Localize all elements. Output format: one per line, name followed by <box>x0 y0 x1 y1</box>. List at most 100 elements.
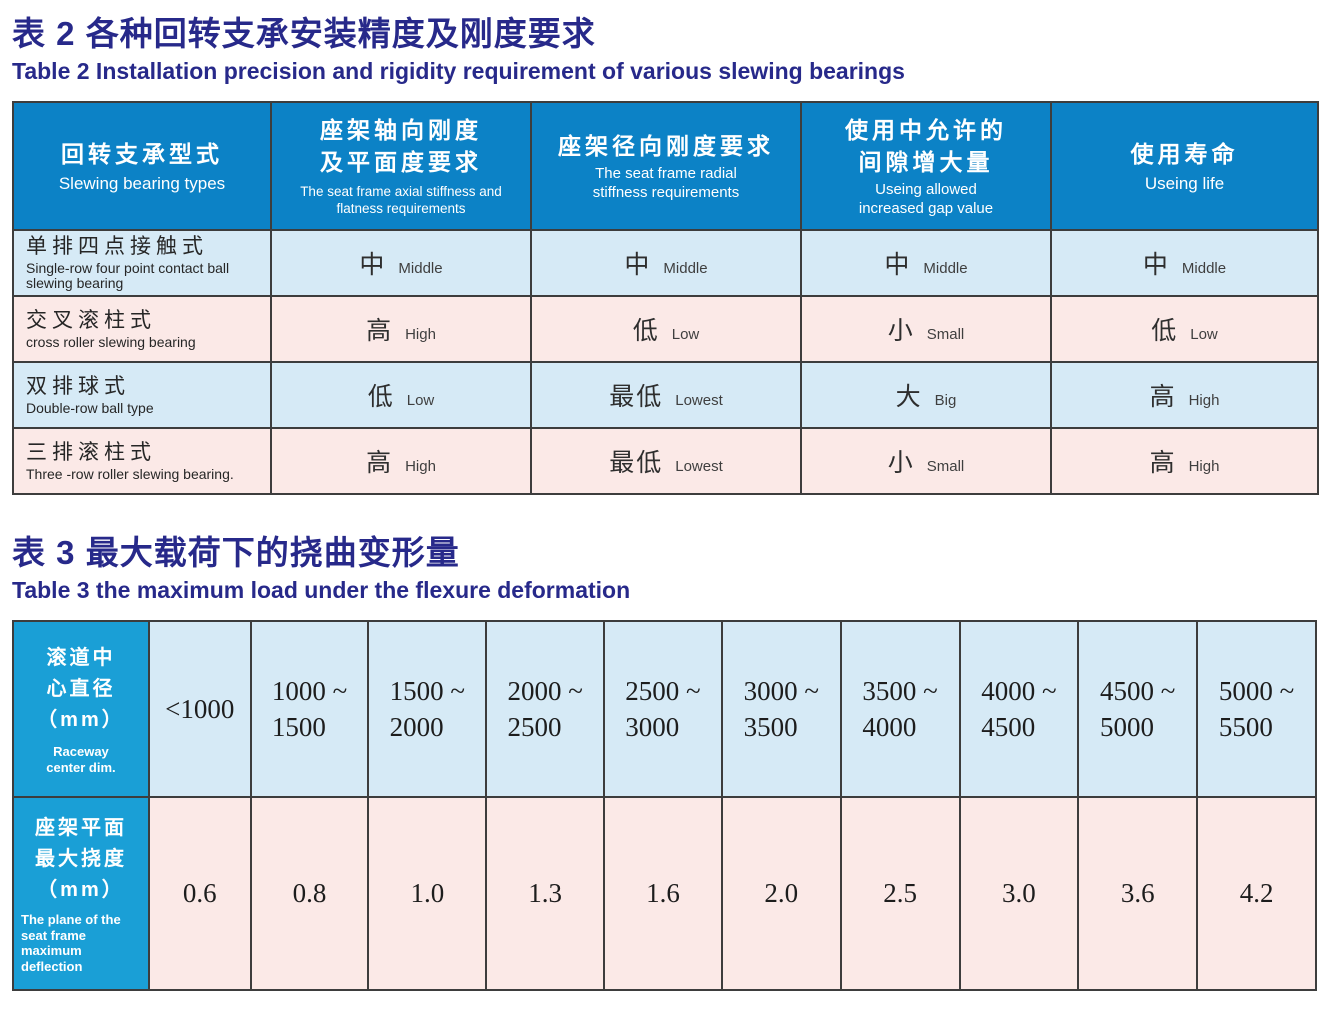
bearing-type-zh: 交叉滚柱式 <box>26 308 156 332</box>
table3-diameter-row: 滚道中 心直径 （mm） Raceway center dim. <1000 1… <box>12 620 1317 799</box>
allowed-gap-value: 小 Small <box>800 295 1052 364</box>
value-en: High <box>405 326 436 344</box>
diameter-range: 1500 ~ 2000 <box>389 675 466 743</box>
useing-life-value: 中 Middle <box>1050 229 1319 298</box>
value-en: Lowest <box>675 392 723 410</box>
diameter-range-cell: <1000 <box>147 620 252 799</box>
table3-title-en: Table 3 the maximum load under the flexu… <box>12 576 631 603</box>
value-zh: 最低 <box>609 383 664 412</box>
value-zh: 高 <box>1149 449 1177 478</box>
header-en: Useing allowed increased gap value <box>858 180 994 217</box>
deflection-value-cell: 1.0 <box>367 796 488 992</box>
diameter-range-cell: 3000 ~ 3500 <box>720 620 842 799</box>
table2-slewing-bearing-requirements: 回转支承型式 Slewing bearing types 座架轴向刚度 及平面度… <box>12 101 1319 496</box>
value-en: Low <box>1190 326 1218 344</box>
table2-header-row: 回转支承型式 Slewing bearing types 座架轴向刚度 及平面度… <box>12 101 1319 232</box>
value-en: Big <box>934 392 957 410</box>
axial-stiffness-value: 中 Middle <box>270 229 532 298</box>
radial-stiffness-value: 最低 Lowest <box>530 427 802 496</box>
value-zh: 小 <box>887 317 915 346</box>
value-zh: 小 <box>887 449 915 478</box>
bearing-type-en: Double-row ball type <box>26 399 154 416</box>
diameter-range: 4500 ~ 5000 <box>1100 675 1176 743</box>
value-zh: 高 <box>366 449 394 478</box>
header-en: Useing life <box>1144 174 1225 193</box>
bearing-type-zh: 三排滚柱式 <box>26 440 156 464</box>
diameter-range: 1000 ~ 1500 <box>271 675 348 743</box>
value-en: Middle <box>663 260 708 278</box>
axial-stiffness-value: 高 High <box>270 427 532 496</box>
diameter-range: 2000 ~ 2500 <box>507 675 583 743</box>
header-zh: 滚道中 心直径 （mm） <box>37 647 125 732</box>
value-zh: 高 <box>1149 383 1177 412</box>
value-zh: 中 <box>1142 251 1170 280</box>
table2-header-bearing-types: 回转支承型式 Slewing bearing types <box>12 101 272 232</box>
useing-life-value: 高 High <box>1050 427 1319 496</box>
table3-deflection-row: 座架平面 最大挠度 （mm） The plane of the seat fra… <box>12 796 1317 992</box>
diameter-range-cell: 2500 ~ 3000 <box>603 620 723 799</box>
diameter-range: 4000 ~ 4500 <box>981 675 1057 743</box>
diameter-range: 3000 ~ 3500 <box>743 675 819 743</box>
diameter-range: 2500 ~ 3000 <box>625 675 701 743</box>
deflection-value-cell: 1.6 <box>603 796 723 992</box>
value-en: Middle <box>923 260 968 278</box>
value-en: Low <box>406 392 435 410</box>
value-zh: 高 <box>366 317 394 346</box>
axial-stiffness-value: 低 Low <box>270 361 532 430</box>
table2-title-en: Table 2 Installation precision and rigid… <box>12 57 905 84</box>
value-en: High <box>1188 392 1220 410</box>
value-zh: 低 <box>1151 317 1179 346</box>
allowed-gap-value: 小 Small <box>800 427 1052 496</box>
bearing-type-en: Three -row roller slewing bearing. <box>26 465 234 482</box>
header-zh: 回转支承型式 <box>61 140 223 167</box>
diameter-range-cell: 2000 ~ 2500 <box>485 620 606 799</box>
diameter-range-cell: 4000 ~ 4500 <box>958 620 1080 799</box>
deflection-value-cell: 1.3 <box>485 796 606 992</box>
table2-header-allowed-gap: 使用中允许的 间隙增大量 Useing allowed increased ga… <box>800 101 1052 232</box>
radial-stiffness-value: 最低 Lowest <box>530 361 802 430</box>
value-zh: 低 <box>367 383 395 412</box>
value-zh: 中 <box>359 251 387 280</box>
diameter-range-cell: 4500 ~ 5000 <box>1077 620 1199 799</box>
diameter-range: 5000 ~ 5500 <box>1218 675 1295 743</box>
bearing-type-en: Single-row four point contact ball slewi… <box>26 260 230 292</box>
bearing-type-zh: 双排球式 <box>26 374 130 398</box>
deflection-value-cell: 0.8 <box>249 796 370 992</box>
value-en: High <box>1188 458 1220 476</box>
table2-header-axial-stiffness: 座架轴向刚度 及平面度要求 The seat frame axial stiff… <box>270 101 532 232</box>
deflection-value-cell: 3.6 <box>1077 796 1199 992</box>
bearing-type-cell: 交叉滚柱式 cross roller slewing bearing <box>12 295 272 364</box>
value-zh: 中 <box>624 251 652 280</box>
value-en: Small <box>926 458 965 476</box>
radial-stiffness-value: 低 Low <box>530 295 802 364</box>
raceway-center-dim-header: 滚道中 心直径 （mm） Raceway center dim. <box>12 620 150 799</box>
header-en: The seat frame radial stiffness requirem… <box>592 164 740 201</box>
header-en: Slewing bearing types <box>58 174 226 193</box>
allowed-gap-value: 大 Big <box>800 361 1052 430</box>
header-en: The seat frame axial stiffness and flatn… <box>300 184 502 217</box>
table3-title-zh: 表 3 最大载荷下的挠曲变形量 <box>12 534 460 572</box>
diameter-range-cell: 1000 ~ 1500 <box>249 620 370 799</box>
value-en: Lowest <box>675 458 723 476</box>
deflection-value-cell: 2.5 <box>839 796 961 992</box>
max-deflection-header: 座架平面 最大挠度 （mm） The plane of the seat fra… <box>12 796 150 992</box>
header-zh: 座架径向刚度要求 <box>558 132 774 159</box>
allowed-gap-value: 中 Middle <box>800 229 1052 298</box>
header-zh: 座架平面 最大挠度 （mm） <box>34 817 127 902</box>
value-zh: 低 <box>632 317 660 346</box>
header-en: Raceway center dim. <box>46 744 116 775</box>
header-zh: 使用中允许的 间隙增大量 <box>845 116 1007 175</box>
bearing-type-zh: 单排四点接触式 <box>26 235 208 259</box>
table3-title-block: 表 3 最大载荷下的挠曲变形量 Table 3 the maximum load… <box>12 533 1317 603</box>
value-zh: 大 <box>895 383 923 412</box>
radial-stiffness-value: 中 Middle <box>530 229 802 298</box>
value-en: Middle <box>398 260 443 278</box>
table2-row-cross-roller: 交叉滚柱式 cross roller slewing bearing 高 High… <box>12 295 1319 364</box>
diameter-range-cell: 1500 ~ 2000 <box>367 620 488 799</box>
header-zh: 座架轴向刚度 及平面度要求 <box>320 116 482 176</box>
value-en: High <box>405 458 436 476</box>
deflection-value-cell: 2.0 <box>720 796 842 992</box>
value-en: Middle <box>1181 260 1227 278</box>
value-zh: 最低 <box>609 449 664 478</box>
